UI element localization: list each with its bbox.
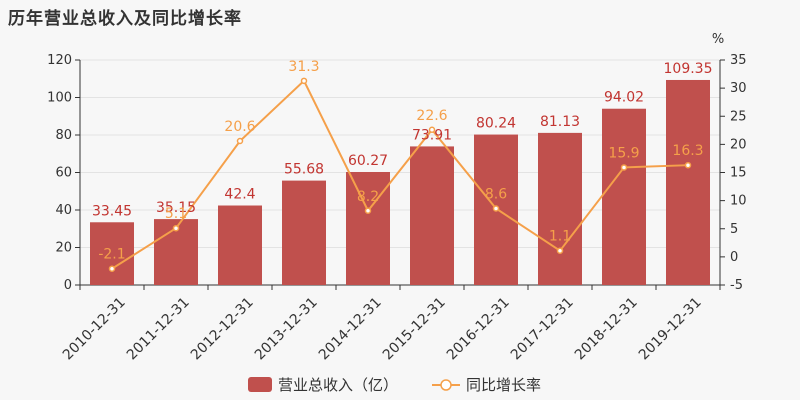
legend-bar-label: 营业总收入（亿） <box>278 376 398 394</box>
x-tick-label: 2018-12-31 <box>572 294 641 363</box>
right-tick-label: -5 <box>730 278 743 293</box>
right-tick-label: 25 <box>730 109 747 124</box>
x-tick-label: 2010-12-31 <box>60 294 129 363</box>
bar-value-label: 109.35 <box>664 61 713 77</box>
bar <box>90 222 134 285</box>
legend-line-marker <box>440 379 452 391</box>
bar <box>282 180 326 285</box>
growth-line <box>111 79 689 270</box>
growth-value-label: 1.1 <box>549 229 571 245</box>
bar <box>410 146 454 285</box>
growth-value-label: 8.2 <box>357 189 379 205</box>
left-tick-label: 60 <box>55 166 72 181</box>
bar <box>218 205 262 285</box>
x-tick-label: 2012-12-31 <box>188 294 257 363</box>
bar-value-label: 80.24 <box>476 116 516 132</box>
right-tick-label: 30 <box>730 81 747 96</box>
growth-value-label: 15.9 <box>608 145 639 161</box>
growth-point <box>364 207 372 214</box>
bar-value-label: 94.02 <box>604 90 644 106</box>
data-labels: 33.45 35.15 42.4 55.68 60.27 73.91 80.24 81.13 9… <box>92 59 713 263</box>
right-tick-label: 0 <box>730 250 738 265</box>
legend-bar-swatch <box>248 377 272 392</box>
legend-line-label: 同比增长率 <box>466 376 541 394</box>
left-tick-label: 120 <box>47 53 72 68</box>
x-tick-label: 2019-12-31 <box>636 294 705 363</box>
growth-point <box>684 161 692 169</box>
bar <box>602 108 646 286</box>
bar-value-label: 35.15 <box>156 200 196 216</box>
growth-value-label: 16.3 <box>672 143 703 159</box>
bar-value-label: 42.4 <box>224 187 255 203</box>
growth-value-label: 5.1 <box>165 206 187 222</box>
bar-value-label: 33.45 <box>92 203 132 219</box>
left-tick-label: 0 <box>64 278 72 293</box>
x-tick-label: 2011-12-31 <box>124 294 193 363</box>
bar-value-label: 60.27 <box>348 153 388 169</box>
left-tick-label: 100 <box>47 91 72 106</box>
left-tick-label: 40 <box>55 203 72 218</box>
right-tick-label: 15 <box>730 166 747 181</box>
growth-point <box>172 224 180 232</box>
right-tick-label: 20 <box>730 137 747 152</box>
bar-series <box>90 79 710 286</box>
x-tick-label: 2016-12-31 <box>444 294 513 363</box>
x-tick-label: 2013-12-31 <box>252 294 321 363</box>
growth-value-label: 8.6 <box>485 187 507 203</box>
growth-point <box>556 247 564 254</box>
right-tick-label: 35 <box>730 53 747 68</box>
growth-value-label: 20.6 <box>224 119 255 135</box>
growth-value-label: 31.3 <box>288 59 319 75</box>
left-tick-label: 20 <box>55 241 72 256</box>
growth-point <box>236 137 244 145</box>
legend: 营业总收入（亿） 同比增长率 <box>248 376 541 394</box>
line-series <box>108 77 692 272</box>
x-tick-label: 2015-12-31 <box>380 294 449 363</box>
growth-point <box>108 265 116 272</box>
bar-value-label: 81.13 <box>540 114 580 130</box>
bar-value-label: 73.91 <box>412 127 452 143</box>
right-tick-label: 10 <box>730 194 747 209</box>
growth-value-label: 22.6 <box>416 108 447 124</box>
x-tick-label: 2014-12-31 <box>316 294 385 363</box>
right-axis-unit: % <box>712 32 724 47</box>
bar-value-label: 55.68 <box>284 162 324 178</box>
right-tick-label: 5 <box>730 222 738 237</box>
growth-point <box>620 164 628 171</box>
growth-point <box>428 126 436 133</box>
bar <box>666 79 710 285</box>
growth-point <box>300 77 308 85</box>
bar <box>538 132 582 285</box>
x-tick-label: 2017-12-31 <box>508 294 577 363</box>
left-tick-label: 80 <box>55 128 72 143</box>
growth-point <box>492 205 500 212</box>
chart-title: 历年营业总收入及同比增长率 <box>8 9 242 29</box>
growth-value-label: -2.1 <box>98 247 125 263</box>
